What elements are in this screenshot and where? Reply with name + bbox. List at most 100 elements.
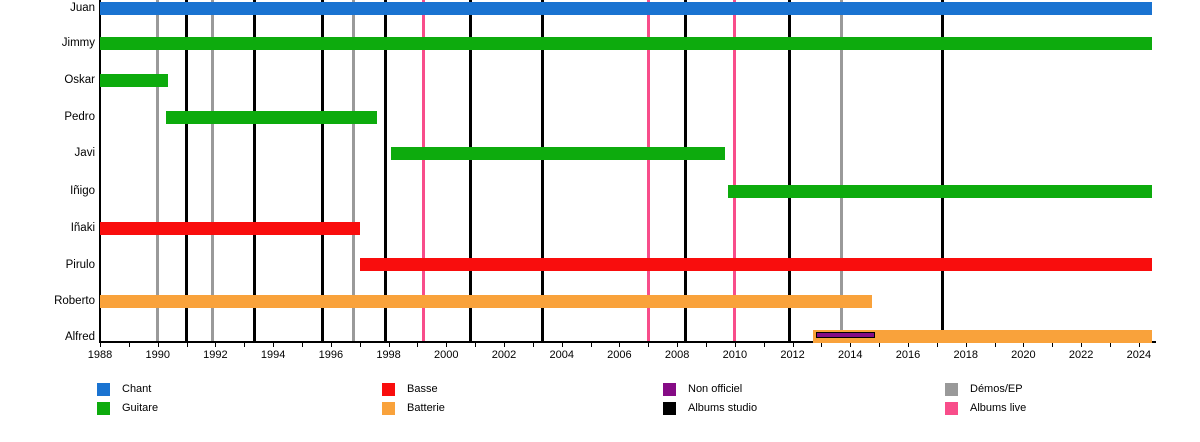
demos-ep-line	[156, 0, 160, 342]
axis-tick	[215, 343, 216, 347]
axis-tick	[1052, 343, 1053, 347]
axis-tick	[821, 343, 822, 347]
demos-ep-line	[840, 0, 844, 342]
legend-swatch-batterie	[382, 402, 395, 415]
axis-tick	[389, 343, 390, 347]
albums-studio-line	[684, 0, 688, 342]
axis-tick	[533, 343, 534, 347]
axis-tick	[100, 343, 101, 347]
albums-studio-line	[252, 0, 256, 342]
member-period-bar	[727, 184, 1152, 198]
albums-live-line	[421, 0, 425, 342]
legend-swatch-albums-studio	[663, 402, 676, 415]
member-period-bar	[100, 1, 1152, 15]
member-name-label: Oskar	[64, 74, 95, 86]
axis-tick	[302, 343, 303, 347]
axis-tick	[360, 343, 361, 347]
albums-live-line	[646, 0, 650, 342]
member-name-label: Pedro	[64, 111, 95, 123]
member-name-label: Jimmy	[61, 37, 95, 49]
member-name-label: Javi	[74, 147, 95, 159]
legend-swatch-guitare	[97, 402, 110, 415]
demos-ep-line	[211, 0, 215, 342]
non-officiel-overlay-bar	[815, 331, 876, 338]
albums-studio-line	[384, 0, 388, 342]
axis-tick	[879, 343, 880, 347]
axis-tick	[764, 343, 765, 347]
legend-swatch-chant	[97, 383, 110, 396]
legend-label: Basse	[407, 383, 438, 395]
axis-tick	[187, 343, 188, 347]
x-axis-year-label: 2010	[722, 349, 748, 361]
x-axis-year-label: 2014	[838, 349, 863, 361]
member-period-bar	[100, 73, 168, 87]
axis-tick	[158, 343, 159, 347]
axis-tick	[937, 343, 938, 347]
member-period-bar	[166, 110, 377, 124]
member-name-label: Iñaki	[70, 222, 95, 234]
axis-tick	[446, 343, 447, 347]
x-axis-year-label: 2002	[491, 349, 517, 361]
x-axis-year-label: 2018	[953, 349, 978, 361]
axis-tick	[129, 343, 130, 347]
member-name-label: Iñigo	[70, 185, 95, 197]
axis-tick	[504, 343, 505, 347]
legend-label: Batterie	[407, 402, 445, 414]
member-period-bar	[812, 330, 1152, 343]
albums-studio-line	[320, 0, 324, 342]
member-period-bar	[391, 146, 725, 160]
axis-tick	[273, 343, 274, 347]
axis-tick	[995, 343, 996, 347]
x-axis-year-label: 1994	[260, 349, 286, 361]
albums-studio-line	[185, 0, 189, 342]
axis-tick	[591, 343, 592, 347]
axis-tick	[677, 343, 678, 347]
x-axis-year-label: 1988	[87, 349, 113, 361]
legend-swatch-non-officiel	[663, 383, 676, 396]
legend-label: Non officiel	[688, 383, 743, 395]
albums-live-line	[733, 0, 737, 342]
x-axis-year-label: 1998	[376, 349, 401, 361]
albums-studio-line	[788, 0, 792, 342]
legend-label: Guitare	[122, 402, 159, 414]
x-axis-year-label: 2008	[664, 349, 690, 361]
axis-tick	[619, 343, 620, 347]
x-axis-year-label: 1990	[145, 349, 170, 361]
albums-studio-line	[541, 0, 545, 342]
axis-tick	[706, 343, 707, 347]
x-axis-year-label: 2016	[895, 349, 921, 361]
axis-tick	[1081, 343, 1082, 347]
axis-tick	[244, 343, 245, 347]
axis-tick	[562, 343, 563, 347]
axis-tick	[648, 343, 649, 347]
demos-ep-line	[352, 0, 356, 342]
axis-tick	[850, 343, 851, 347]
x-axis-year-label: 2000	[434, 349, 459, 361]
x-axis-year-label: 2022	[1068, 349, 1094, 361]
legend-label: Albums studio	[688, 402, 758, 414]
axis-tick	[1023, 343, 1024, 347]
member-name-label: Pirulo	[65, 258, 95, 271]
legend-swatch-d-mos-ep	[945, 383, 958, 396]
member-name-label: Juan	[70, 2, 95, 14]
axis-tick	[475, 343, 476, 347]
legend-label: Chant	[122, 383, 152, 395]
x-axis-year-label: 2012	[780, 349, 805, 361]
axis-tick	[908, 343, 909, 347]
x-axis-year-label: 2024	[1126, 349, 1152, 361]
axis-tick	[1139, 343, 1140, 347]
albums-studio-line	[469, 0, 473, 342]
axis-tick	[1110, 343, 1111, 347]
x-axis-year-label: 1996	[318, 349, 344, 361]
legend-swatch-albums-live	[945, 402, 958, 415]
axis-tick	[417, 343, 418, 347]
member-period-bar	[359, 258, 1152, 271]
member-period-bar	[100, 221, 360, 235]
legend-label: Démos/EP	[970, 383, 1023, 395]
x-axis-year-label: 2004	[549, 349, 574, 361]
axis-tick	[735, 343, 736, 347]
member-period-bar	[100, 294, 872, 308]
legend-label: Albums live	[970, 402, 1027, 414]
axis-tick	[966, 343, 967, 347]
